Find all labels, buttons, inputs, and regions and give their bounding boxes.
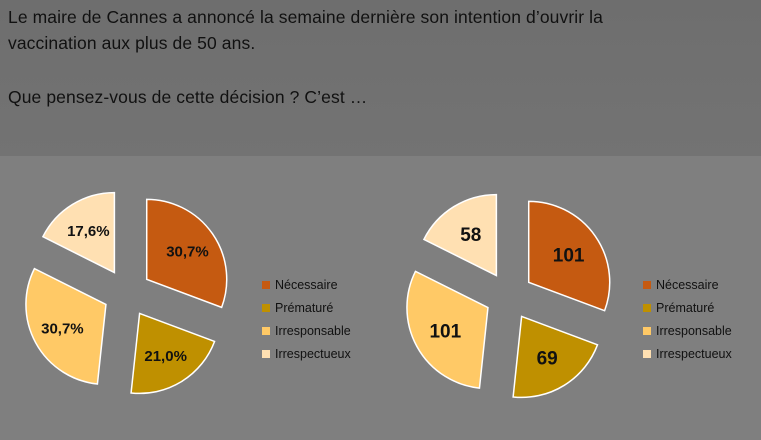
legend-swatch: [643, 304, 651, 312]
question-line-1: Le maire de Cannes a annoncé la semaine …: [8, 7, 603, 27]
legend-label: Irrespectueux: [656, 347, 732, 361]
legend-label: Irrespectueux: [275, 347, 351, 361]
data-label: 101: [553, 245, 585, 266]
pie-slice-ncessaire: [145, 198, 228, 309]
pie-slice-irresponsable: [406, 270, 489, 389]
legend-swatch: [262, 350, 270, 358]
legend-label: Nécessaire: [656, 278, 719, 292]
pie-slice-prmatur: [130, 312, 216, 395]
data-label: 21,0%: [144, 348, 187, 365]
legend-label: Prématuré: [275, 301, 333, 315]
question-panel: Le maire de Cannes a annoncé la semaine …: [0, 0, 761, 156]
legend-label: Irresponsable: [656, 324, 732, 338]
pie-slice-irresponsable: [25, 267, 107, 385]
data-label: 58: [460, 225, 481, 246]
pie-slice-irrespectueux: [422, 193, 498, 277]
legend-swatch: [262, 304, 270, 312]
legend-swatch: [262, 327, 270, 335]
legend-swatch: [643, 281, 651, 289]
data-label: 101: [429, 322, 461, 343]
data-label: 30,7%: [41, 321, 84, 338]
question-line-3: Que pensez-vous de cette décision ? C’es…: [8, 87, 368, 107]
legend-label: Irresponsable: [275, 324, 351, 338]
legend-swatch: [643, 350, 651, 358]
legend-label: Nécessaire: [275, 278, 338, 292]
legend-label: Prématuré: [656, 301, 714, 315]
pie-slice-prmatur: [512, 315, 599, 399]
pie-slice-irrespectueux: [41, 191, 116, 274]
data-label: 17,6%: [67, 223, 110, 240]
legend-swatch: [643, 327, 651, 335]
pie-slice-ncessaire: [527, 200, 611, 312]
question-line-2: vaccination aux plus de 50 ans.: [8, 33, 256, 53]
chart-area: 30,7% 21,0% 30,7% 17,6% Nécessaire Prématuré I…: [0, 156, 761, 435]
pie-charts: 30,7% 21,0% 30,7% 17,6% Nécessaire Prématuré I…: [25, 191, 732, 399]
data-label: 69: [537, 349, 558, 370]
pie-chart-2: 101 69 101 58 Nécessaire Prématuré Irresponsab…: [406, 193, 732, 399]
data-label: 30,7%: [166, 243, 209, 260]
pie-chart-1: 30,7% 21,0% 30,7% 17,6% Nécessaire Prématuré I…: [25, 191, 351, 395]
legend-swatch: [262, 281, 270, 289]
